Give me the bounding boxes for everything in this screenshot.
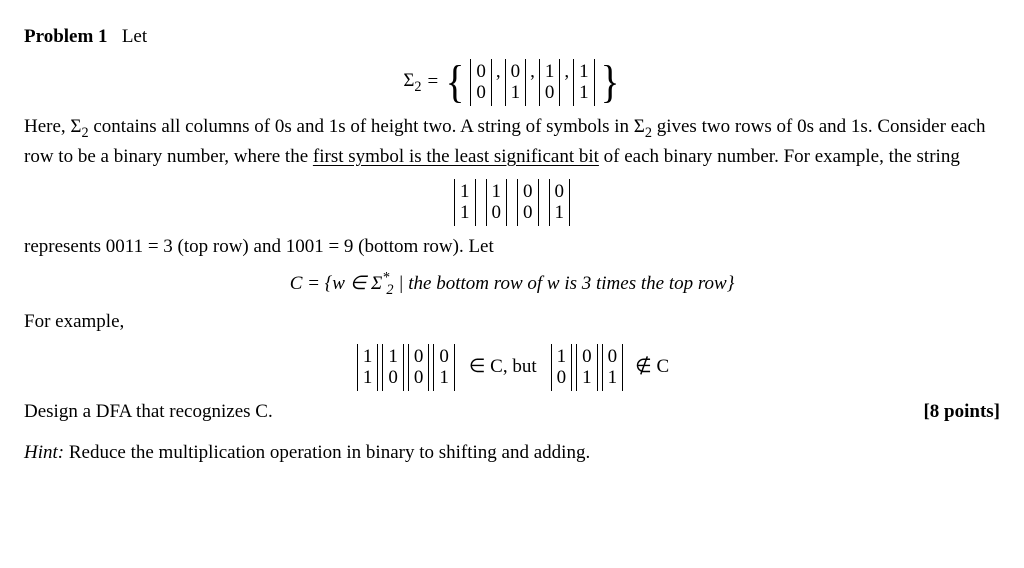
column-vector: 10 (486, 179, 508, 227)
underlined-phrase: first symbol is the least significant bi… (313, 146, 599, 167)
problem-label: Problem 1 (24, 26, 108, 47)
column-vector: 11 (573, 59, 595, 107)
for-example-label: For example, (24, 309, 1000, 336)
column-vector: 01 (602, 344, 624, 392)
hint-text: Reduce the multiplication operation in b… (64, 442, 590, 463)
column-vector: 10 (382, 344, 404, 392)
column-vector: 01 (576, 344, 598, 392)
let-text: Let (122, 26, 147, 47)
in-c-text: ∈ C, but (469, 354, 537, 381)
set-c-definition: C = {w ∈ Σ*2 | the bottom row of w is 3 … (24, 269, 1000, 301)
hint: Hint: Reduce the multiplication operatio… (24, 440, 1000, 467)
sigma-symbol: Σ2 (403, 68, 421, 98)
column-vector: 11 (454, 179, 476, 227)
membership-examples: 11100001 ∈ C, but 100101 ∉ C (24, 344, 1000, 392)
column-vector: 01 (433, 344, 455, 392)
column-vector: 00 (408, 344, 430, 392)
sigma-definition: Σ2 = { 00,01,10,11 } (24, 59, 1000, 107)
not-in-c-columns: 100101 (549, 344, 626, 392)
column-vector: 11 (357, 344, 379, 392)
column-vector: 01 (549, 179, 571, 227)
equals-sign: = (428, 69, 439, 96)
column-vector: 00 (517, 179, 539, 227)
example-string-1: 11100001 (24, 179, 1000, 227)
problem-heading: Problem 1 Let (24, 24, 1000, 51)
sigma-set-columns: 00,01,10,11 (468, 59, 596, 107)
brace-right: } (600, 62, 619, 102)
paragraph-2: represents 0011 = 3 (top row) and 1001 =… (24, 234, 1000, 261)
column-vector: 10 (551, 344, 573, 392)
column-vector: 00 (470, 59, 492, 107)
task-row: Design a DFA that recognizes C. [8 point… (24, 399, 1000, 426)
not-in-c-text: ∉ C (635, 354, 669, 381)
brace-left: { (446, 62, 465, 102)
sigma-set: { 00,01,10,11 } (444, 59, 620, 107)
points-label: [8 points] (923, 399, 1000, 426)
task-text: Design a DFA that recognizes C. (24, 399, 273, 426)
paragraph-1: Here, Σ2 contains all columns of 0s and … (24, 114, 1000, 170)
column-vector: 01 (505, 59, 527, 107)
in-c-columns: 11100001 (355, 344, 457, 392)
hint-label: Hint: (24, 442, 64, 463)
column-vector: 10 (539, 59, 561, 107)
